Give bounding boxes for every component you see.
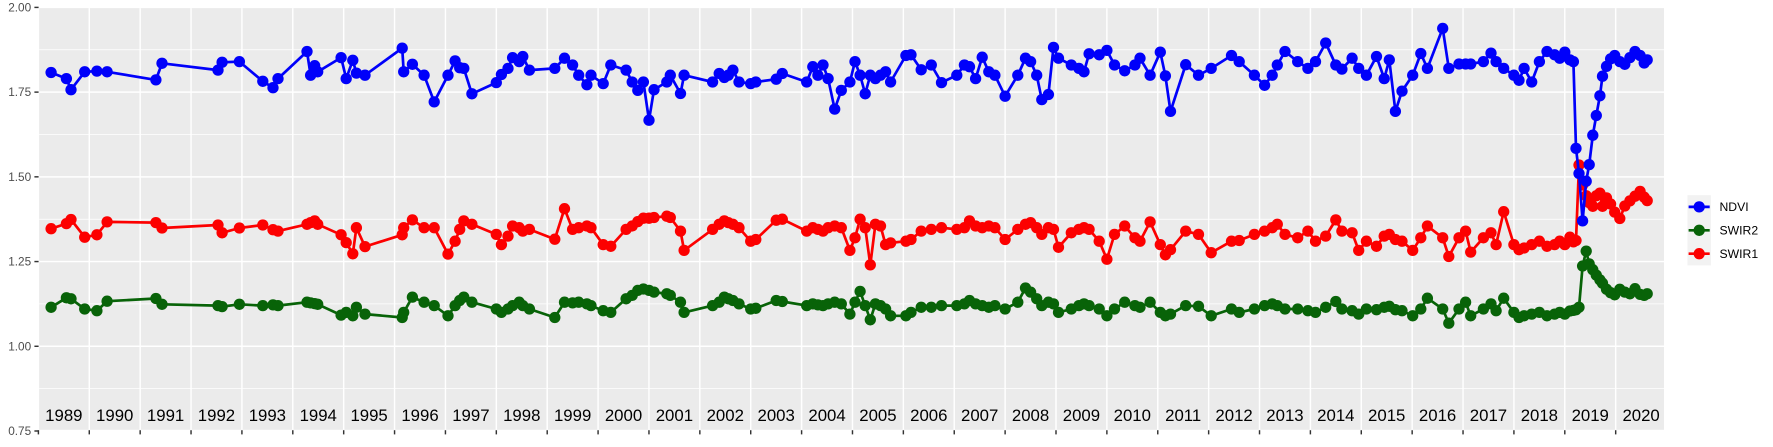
svg-text:2017: 2017 bbox=[1470, 406, 1507, 425]
svg-text:2011: 2011 bbox=[1165, 406, 1201, 425]
svg-text:1994: 1994 bbox=[300, 406, 337, 425]
svg-text:1995: 1995 bbox=[350, 406, 387, 425]
svg-text:1999: 1999 bbox=[554, 406, 591, 425]
svg-text:1997: 1997 bbox=[452, 406, 489, 425]
svg-text:2014: 2014 bbox=[1317, 406, 1354, 425]
svg-text:2006: 2006 bbox=[910, 406, 947, 425]
svg-text:1989: 1989 bbox=[45, 406, 82, 425]
svg-text:1.75: 1.75 bbox=[8, 85, 31, 99]
svg-text:2005: 2005 bbox=[859, 406, 896, 425]
svg-text:2007: 2007 bbox=[961, 406, 998, 425]
svg-text:1996: 1996 bbox=[401, 406, 438, 425]
svg-text:SWIR1: SWIR1 bbox=[1720, 247, 1759, 261]
svg-text:2015: 2015 bbox=[1368, 406, 1405, 425]
svg-text:1.25: 1.25 bbox=[8, 255, 31, 269]
svg-text:1993: 1993 bbox=[249, 406, 286, 425]
svg-text:1998: 1998 bbox=[503, 406, 540, 425]
svg-text:2004: 2004 bbox=[808, 406, 845, 425]
svg-text:1.50: 1.50 bbox=[8, 170, 31, 184]
svg-text:2009: 2009 bbox=[1063, 406, 1100, 425]
svg-text:1990: 1990 bbox=[96, 406, 133, 425]
svg-text:2001: 2001 bbox=[656, 406, 693, 425]
svg-text:0.75: 0.75 bbox=[8, 424, 31, 438]
svg-text:2018: 2018 bbox=[1521, 406, 1558, 425]
svg-text:2003: 2003 bbox=[757, 406, 794, 425]
svg-text:1.00: 1.00 bbox=[8, 339, 31, 353]
svg-text:NDVI: NDVI bbox=[1720, 200, 1749, 214]
svg-text:2002: 2002 bbox=[707, 406, 744, 425]
svg-text:2020: 2020 bbox=[1622, 406, 1659, 425]
svg-text:SWIR2: SWIR2 bbox=[1720, 224, 1759, 238]
svg-text:2008: 2008 bbox=[1012, 406, 1049, 425]
svg-text:1992: 1992 bbox=[198, 406, 235, 425]
svg-text:2000: 2000 bbox=[605, 406, 642, 425]
svg-text:2012: 2012 bbox=[1215, 406, 1252, 425]
svg-text:2013: 2013 bbox=[1266, 406, 1303, 425]
svg-text:2010: 2010 bbox=[1114, 406, 1151, 425]
svg-text:2.00: 2.00 bbox=[8, 1, 31, 15]
svg-text:2019: 2019 bbox=[1572, 406, 1609, 425]
svg-text:1991: 1991 bbox=[147, 406, 184, 425]
svg-text:2016: 2016 bbox=[1419, 406, 1456, 425]
